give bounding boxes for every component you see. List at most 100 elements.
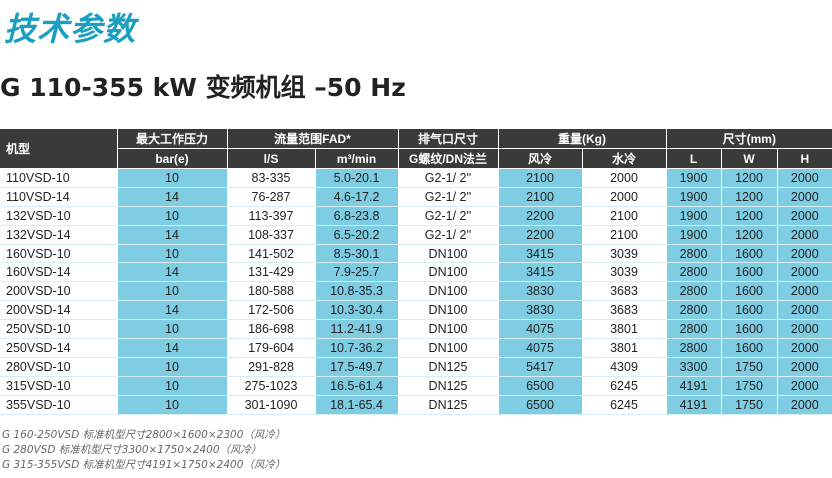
table-row: 315VSD-10 10 275-1023 16.5-61.4 DN125 6500 624… bbox=[0, 376, 832, 396]
cell-model: 250VSD-10 bbox=[0, 319, 117, 340]
cell-length: 2800 bbox=[665, 262, 722, 283]
header-air: 风冷 bbox=[497, 148, 583, 169]
cell-weight-air: 2100 bbox=[497, 187, 583, 207]
cell-weight-air: 4075 bbox=[497, 338, 583, 358]
cell-flow-ls: 141-502 bbox=[226, 244, 315, 264]
cell-height: 2000 bbox=[776, 244, 832, 264]
cell-flow-ls: 180-588 bbox=[226, 281, 315, 302]
cell-length: 1900 bbox=[665, 168, 722, 188]
cell-length: 3300 bbox=[665, 357, 722, 377]
footnote: G 160-250VSD 标准机型尺寸2800×1600×2300（风冷） bbox=[2, 429, 286, 441]
cell-pressure: 14 bbox=[116, 338, 227, 358]
cell-model: 160VSD-10 bbox=[0, 244, 117, 264]
cell-outlet: DN100 bbox=[397, 338, 499, 358]
cell-flow-m3: 8.5-30.1 bbox=[314, 244, 399, 264]
cell-flow-ls: 179-604 bbox=[226, 338, 315, 358]
cell-outlet: DN100 bbox=[397, 300, 499, 321]
cell-width: 1600 bbox=[720, 300, 778, 321]
table-row: 160VSD-10 10 141-502 8.5-30.1 DN100 3415 3039 2… bbox=[0, 244, 832, 264]
cell-length: 4191 bbox=[665, 395, 722, 415]
cell-width: 1200 bbox=[720, 206, 778, 226]
cell-width: 1750 bbox=[720, 395, 778, 415]
cell-weight-water: 2000 bbox=[581, 187, 667, 207]
table-row: 280VSD-10 10 291-828 17.5-49.7 DN125 5417 4309… bbox=[0, 357, 832, 377]
cell-outlet: G2-1/ 2'' bbox=[397, 206, 499, 226]
cell-width: 1750 bbox=[720, 357, 778, 377]
cell-weight-air: 2100 bbox=[497, 168, 583, 188]
table-row: 355VSD-10 10 301-1090 18.1-65.4 DN125 6500 624… bbox=[0, 395, 832, 415]
cell-flow-ls: 186-698 bbox=[226, 319, 315, 340]
cell-flow-m3: 18.1-65.4 bbox=[314, 395, 399, 415]
cell-outlet: G2-1/ 2'' bbox=[397, 225, 499, 245]
header-bar: bar(e) bbox=[116, 148, 227, 169]
page-title: 技术参数 bbox=[4, 10, 137, 48]
cell-flow-ls: 131-429 bbox=[226, 262, 315, 283]
cell-weight-air: 3830 bbox=[497, 300, 583, 321]
cell-weight-air: 3415 bbox=[497, 244, 583, 264]
header-L: L bbox=[665, 148, 722, 169]
cell-pressure: 14 bbox=[116, 300, 227, 321]
cell-length: 1900 bbox=[665, 206, 722, 226]
cell-height: 2000 bbox=[776, 300, 832, 321]
cell-outlet: DN100 bbox=[397, 281, 499, 302]
cell-flow-m3: 16.5-61.4 bbox=[314, 376, 399, 396]
table-row: 110VSD-14 14 76-287 4.6-17.2 G2-1/ 2'' 2100 20… bbox=[0, 187, 832, 207]
cell-pressure: 14 bbox=[116, 187, 227, 207]
cell-pressure: 10 bbox=[116, 319, 227, 340]
cell-flow-ls: 301-1090 bbox=[226, 395, 315, 415]
cell-outlet: DN100 bbox=[397, 244, 499, 264]
cell-weight-air: 5417 bbox=[497, 357, 583, 377]
cell-weight-water: 3039 bbox=[581, 244, 667, 264]
cell-weight-water: 4309 bbox=[581, 357, 667, 377]
cell-flow-m3: 7.9-25.7 bbox=[314, 262, 399, 283]
cell-model: 355VSD-10 bbox=[0, 395, 117, 415]
footnote: G 315-355VSD 标准机型尺寸4191×1750×2400（风冷） bbox=[2, 459, 286, 471]
cell-width: 1600 bbox=[720, 319, 778, 340]
cell-height: 2000 bbox=[776, 376, 832, 396]
cell-length: 2800 bbox=[665, 244, 722, 264]
header-pressure: 最大工作压力 bbox=[116, 129, 227, 149]
cell-height: 2000 bbox=[776, 319, 832, 340]
cell-flow-m3: 4.6-17.2 bbox=[314, 187, 399, 207]
cell-length: 2800 bbox=[665, 338, 722, 358]
cell-outlet: DN100 bbox=[397, 319, 499, 340]
cell-outlet: DN125 bbox=[397, 395, 499, 415]
cell-flow-m3: 10.7-36.2 bbox=[314, 338, 399, 358]
cell-pressure: 10 bbox=[116, 281, 227, 302]
cell-model: 315VSD-10 bbox=[0, 376, 117, 396]
table-row: 250VSD-10 10 186-698 11.2-41.9 DN100 4075 3801… bbox=[0, 319, 832, 340]
cell-weight-water: 6245 bbox=[581, 376, 667, 396]
header-weight: 重量(Kg) bbox=[497, 129, 667, 149]
cell-weight-water: 3683 bbox=[581, 300, 667, 321]
cell-pressure: 14 bbox=[116, 262, 227, 283]
cell-outlet: G2-1/ 2'' bbox=[397, 187, 499, 207]
cell-flow-ls: 275-1023 bbox=[226, 376, 315, 396]
cell-model: 132VSD-10 bbox=[0, 206, 117, 226]
cell-model: 132VSD-14 bbox=[0, 225, 117, 245]
cell-pressure: 10 bbox=[116, 376, 227, 396]
cell-width: 1200 bbox=[720, 187, 778, 207]
cell-flow-ls: 76-287 bbox=[226, 187, 315, 207]
cell-flow-ls: 113-397 bbox=[226, 206, 315, 226]
cell-length: 1900 bbox=[665, 187, 722, 207]
cell-weight-air: 2200 bbox=[497, 225, 583, 245]
cell-model: 280VSD-10 bbox=[0, 357, 117, 377]
cell-outlet: DN100 bbox=[397, 262, 499, 283]
spec-table: 机型 最大工作压力 流量范围FAD* 排气口尺寸 重量(Kg) 尺寸(mm) b… bbox=[0, 129, 832, 415]
cell-weight-water: 3801 bbox=[581, 319, 667, 340]
cell-model: 160VSD-14 bbox=[0, 262, 117, 283]
cell-width: 1200 bbox=[720, 168, 778, 188]
header-ls: l/S bbox=[226, 148, 315, 169]
footnotes: G 160-250VSD 标准机型尺寸2800×1600×2300（风冷） G … bbox=[2, 428, 285, 473]
cell-width: 1600 bbox=[720, 262, 778, 283]
cell-width: 1600 bbox=[720, 338, 778, 358]
cell-pressure: 14 bbox=[116, 225, 227, 245]
cell-height: 2000 bbox=[776, 395, 832, 415]
cell-height: 2000 bbox=[776, 357, 832, 377]
cell-flow-m3: 6.5-20.2 bbox=[314, 225, 399, 245]
cell-height: 2000 bbox=[776, 206, 832, 226]
header-dims: 尺寸(mm) bbox=[665, 129, 832, 149]
cell-flow-ls: 291-828 bbox=[226, 357, 315, 377]
header-water: 水冷 bbox=[581, 148, 667, 169]
cell-pressure: 10 bbox=[116, 395, 227, 415]
